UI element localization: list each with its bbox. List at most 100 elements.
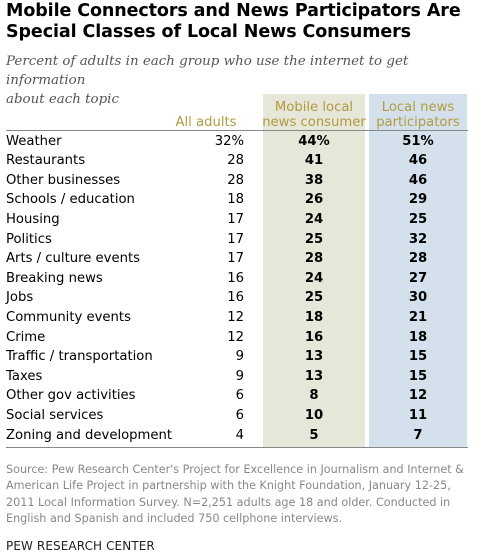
cell-all-adults: 4	[235, 427, 244, 443]
row-label: Politics	[6, 231, 52, 247]
chart-title-line-1: Mobile Connectors and News Participators…	[6, 1, 461, 21]
chart-subtitle: Percent of adults in each group who use …	[6, 52, 484, 109]
cell-local-news: 30	[408, 290, 428, 306]
cell-local-news: 46	[408, 153, 428, 169]
chart-subtitle-line-1: Percent of adults in each group who use …	[6, 54, 409, 88]
cell-local-news: 46	[408, 172, 428, 188]
cell-mobile-local: 26	[304, 192, 324, 208]
table-row: Housing 17 24 25	[0, 210, 490, 230]
cell-all-adults: 28	[227, 172, 244, 188]
table-row: Jobs 16 25 30	[0, 288, 490, 308]
cell-all-adults: 6	[235, 407, 244, 423]
row-label: Crime	[6, 329, 46, 345]
row-label: Schools / education	[6, 192, 135, 208]
table-row: Schools / education 18 26 29	[0, 190, 490, 210]
local-column-band	[369, 94, 467, 448]
cell-local-news: 28	[408, 251, 428, 267]
chart-title: Mobile Connectors and News Participators…	[6, 1, 486, 43]
table-row: Restaurants 28 41 46	[0, 151, 490, 171]
chart-subtitle-line-2: about each topic	[6, 92, 119, 107]
cell-mobile-local: 24	[304, 211, 324, 227]
chart-title-line-2: Special Classes of Local News Consumers	[6, 22, 411, 42]
row-label: Social services	[6, 407, 104, 423]
cell-local-news: 12	[408, 388, 428, 404]
column-header-local-news-line-1: Local news	[381, 100, 455, 115]
table-row: Other gov activities 6 8 12	[0, 386, 490, 406]
cell-mobile-local: 16	[304, 329, 324, 345]
mobile-column-band	[263, 94, 365, 448]
column-header-local-news-line-2: participators	[376, 115, 460, 130]
cell-all-adults: 18	[227, 192, 244, 208]
row-label: Zoning and development	[6, 427, 173, 443]
cell-local-news: 21	[408, 309, 428, 325]
cell-mobile-local: 8	[309, 388, 319, 404]
footer-rule	[6, 447, 468, 448]
source-note: Source: Pew Research Center's Project fo…	[6, 462, 488, 528]
cell-mobile-local: 13	[304, 349, 324, 365]
cell-all-adults: 16	[227, 290, 244, 306]
cell-local-news: 11	[408, 407, 428, 423]
cell-mobile-local: 44%	[298, 133, 330, 149]
source-line: English and Spanish and included 750 cel…	[6, 512, 343, 526]
cell-local-news: 15	[408, 349, 428, 365]
cell-local-news: 15	[408, 368, 428, 384]
column-header-mobile-local: Mobile local news consumer	[262, 100, 366, 130]
cell-all-adults: 16	[227, 270, 244, 286]
table-row: Breaking news 16 24 27	[0, 269, 490, 289]
column-header-local-news: Local news participators	[368, 100, 468, 130]
cell-mobile-local: 25	[304, 290, 324, 306]
table-row: Zoning and development 4 5 7	[0, 426, 490, 446]
cell-mobile-local: 13	[304, 368, 324, 384]
row-label: Other gov activities	[6, 388, 136, 404]
column-header-mobile-local-line-1: Mobile local	[274, 100, 354, 115]
cell-all-adults: 9	[235, 368, 244, 384]
cell-all-adults: 17	[227, 211, 244, 227]
row-label: Traffic / transportation	[6, 349, 153, 365]
cell-all-adults: 6	[235, 388, 244, 404]
table-row: Community events 12 18 21	[0, 308, 490, 328]
table-row: Arts / culture events 17 28 28	[0, 249, 490, 269]
row-label: Other businesses	[6, 172, 121, 188]
cell-all-adults: 12	[227, 309, 244, 325]
table-row: Traffic / transportation 9 13 15	[0, 347, 490, 367]
cell-local-news: 29	[408, 192, 428, 208]
row-label: Restaurants	[6, 153, 86, 169]
row-label: Weather	[6, 133, 62, 149]
cell-all-adults: 28	[227, 153, 244, 169]
column-header-all-adults: All adults	[166, 115, 246, 130]
cell-mobile-local: 18	[304, 309, 324, 325]
table-row: Other businesses 28 38 46	[0, 171, 490, 191]
cell-local-news: 18	[408, 329, 428, 345]
row-label: Arts / culture events	[6, 251, 140, 267]
cell-local-news: 27	[408, 270, 428, 286]
cell-mobile-local: 28	[304, 251, 324, 267]
organization-credit: PEW RESEARCH CENTER	[6, 539, 155, 553]
cell-mobile-local: 5	[309, 427, 319, 443]
table-row: Crime 12 16 18	[0, 328, 490, 348]
cell-all-adults: 9	[235, 349, 244, 365]
cell-mobile-local: 10	[304, 407, 324, 423]
cell-local-news: 25	[408, 211, 428, 227]
table-row: Social services 6 10 11	[0, 406, 490, 426]
cell-local-news: 32	[408, 231, 428, 247]
cell-all-adults: 12	[227, 329, 244, 345]
row-label: Breaking news	[6, 270, 103, 286]
table-row: Taxes 9 13 15	[0, 367, 490, 387]
row-label: Jobs	[6, 290, 34, 306]
cell-local-news: 51%	[402, 133, 434, 149]
source-line: 2011 Local Information Survey. N=2,251 a…	[6, 495, 451, 509]
row-label: Taxes	[6, 368, 43, 384]
header-rule	[6, 130, 468, 131]
cell-mobile-local: 25	[304, 231, 324, 247]
column-header-mobile-local-line-2: news consumer	[262, 115, 366, 130]
cell-local-news: 7	[413, 427, 423, 443]
table-row: Politics 17 25 32	[0, 230, 490, 250]
table-row: Weather 32% 44% 51%	[0, 132, 490, 152]
row-label: Community events	[6, 309, 131, 325]
cell-mobile-local: 24	[304, 270, 324, 286]
row-label: Housing	[6, 211, 60, 227]
cell-mobile-local: 41	[304, 153, 324, 169]
source-line: American Life Project in partnership wit…	[6, 479, 451, 493]
cell-all-adults: 17	[227, 251, 244, 267]
column-header-all-adults-line-1: All adults	[175, 115, 237, 130]
